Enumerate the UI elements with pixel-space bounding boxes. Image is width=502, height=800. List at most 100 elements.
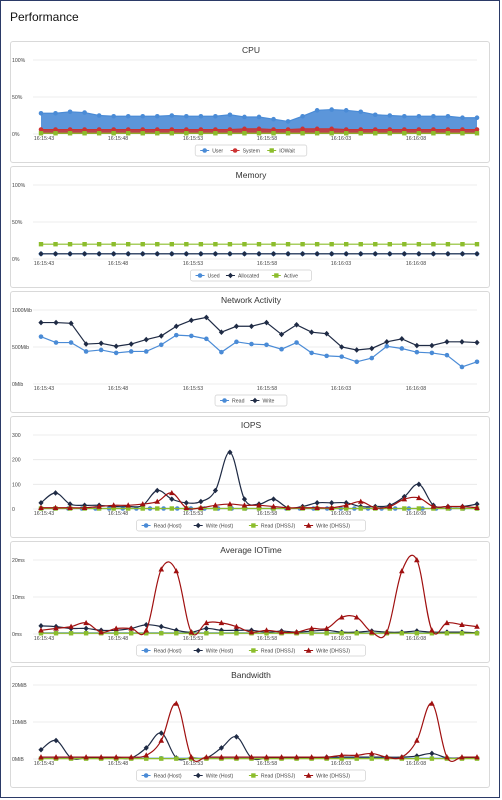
legend-item-read-host: Read (Host) xyxy=(141,773,182,780)
data-point xyxy=(125,127,131,132)
legend-item-used: Used xyxy=(195,273,220,280)
x-tick-label: 16:15:48 xyxy=(108,386,128,392)
data-point xyxy=(83,631,89,636)
data-point xyxy=(83,341,89,347)
data-point xyxy=(474,623,480,629)
data-point xyxy=(212,502,219,508)
data-point xyxy=(218,754,225,760)
data-point xyxy=(248,754,255,760)
legend-label: Write (Host) xyxy=(206,649,234,655)
data-point xyxy=(213,242,218,247)
data-point xyxy=(344,242,349,247)
data-point xyxy=(96,127,102,132)
data-point xyxy=(169,242,174,247)
data-point xyxy=(354,631,359,636)
legend-marker xyxy=(305,772,312,778)
x-tick-label: 16:15:43 xyxy=(34,261,54,267)
data-point xyxy=(169,496,175,502)
data-point xyxy=(227,131,233,136)
data-point xyxy=(241,251,248,257)
series-allocated xyxy=(38,251,480,257)
data-point xyxy=(38,631,44,636)
legend-marker xyxy=(222,398,227,403)
data-point xyxy=(414,631,420,636)
data-point xyxy=(139,501,146,507)
x-tick-label: 16:15:48 xyxy=(108,511,128,517)
series-write-host xyxy=(38,449,480,511)
data-point xyxy=(68,340,74,345)
y-tick-label: 50% xyxy=(12,220,23,226)
y-tick-label: 1000Mib xyxy=(12,308,32,314)
data-point xyxy=(339,354,344,359)
data-point xyxy=(278,331,285,338)
series-line xyxy=(40,702,477,762)
data-point xyxy=(431,127,436,132)
data-point xyxy=(387,131,392,136)
data-point xyxy=(140,127,146,132)
data-point xyxy=(387,127,393,132)
data-point xyxy=(213,506,218,511)
legend-marker xyxy=(251,648,256,653)
x-tick-label: 16:15:43 xyxy=(34,386,54,392)
iops-chart-panel: IOPS 300 200 100 0 16:15:43 16:15:48 16:15:53 16… xyxy=(10,416,490,538)
y-tick-label: 0ms xyxy=(12,632,22,638)
data-point xyxy=(353,752,360,758)
data-point xyxy=(314,504,320,510)
x-tick-label: 16:16:08 xyxy=(406,636,426,642)
data-point xyxy=(38,251,44,257)
data-point xyxy=(126,242,131,247)
x-tick-label: 16:15:53 xyxy=(183,261,203,267)
series-read xyxy=(38,332,480,370)
data-point xyxy=(198,498,204,505)
data-point xyxy=(323,754,330,760)
data-point xyxy=(212,487,218,494)
data-point xyxy=(233,623,240,629)
data-point xyxy=(68,754,74,760)
data-point xyxy=(343,108,349,113)
data-point xyxy=(285,119,291,124)
data-point xyxy=(263,754,270,760)
data-point xyxy=(459,621,465,627)
data-point xyxy=(52,251,59,257)
chart-legend: Read (Host) Write (Host) Read (DHSSJ) Write… xyxy=(136,519,366,532)
data-point xyxy=(68,320,74,327)
data-point xyxy=(52,490,59,496)
data-point xyxy=(431,242,436,247)
data-point xyxy=(256,126,262,132)
data-point xyxy=(414,557,420,563)
data-point xyxy=(338,614,345,620)
data-point xyxy=(111,131,116,136)
data-point xyxy=(96,503,102,509)
data-point xyxy=(271,127,276,132)
data-point xyxy=(416,113,422,119)
legend-box xyxy=(190,269,312,282)
data-point xyxy=(144,631,149,636)
series-active xyxy=(38,242,480,247)
data-point xyxy=(218,745,225,751)
data-point xyxy=(184,242,189,247)
y-tick-label: 20MiB xyxy=(12,683,27,689)
data-point xyxy=(300,131,305,136)
data-point xyxy=(155,242,160,247)
data-point xyxy=(38,110,44,116)
x-tick-label: 16:16:03 xyxy=(331,261,351,267)
data-point xyxy=(429,756,435,761)
data-point xyxy=(372,127,378,132)
data-point xyxy=(429,750,435,757)
data-point xyxy=(368,750,375,756)
data-point xyxy=(445,131,451,136)
chart-legend: Read (Host) Write (Host) Read (DHSSJ) Write… xyxy=(136,769,366,782)
data-point xyxy=(445,251,451,257)
data-point xyxy=(111,242,116,247)
data-point xyxy=(474,754,480,760)
data-point xyxy=(143,336,149,343)
network-activity-chart: Network Activity 1000Mib 500Mib 0Mib 16:15:4… xyxy=(12,295,480,407)
data-point xyxy=(416,251,422,257)
data-point xyxy=(242,114,247,120)
data-point xyxy=(38,627,44,633)
data-point xyxy=(234,631,239,636)
x-tick-label: 16:16:03 xyxy=(331,386,351,392)
legend-item-write: Write xyxy=(250,397,275,405)
data-point xyxy=(256,242,262,247)
data-point xyxy=(53,737,59,744)
